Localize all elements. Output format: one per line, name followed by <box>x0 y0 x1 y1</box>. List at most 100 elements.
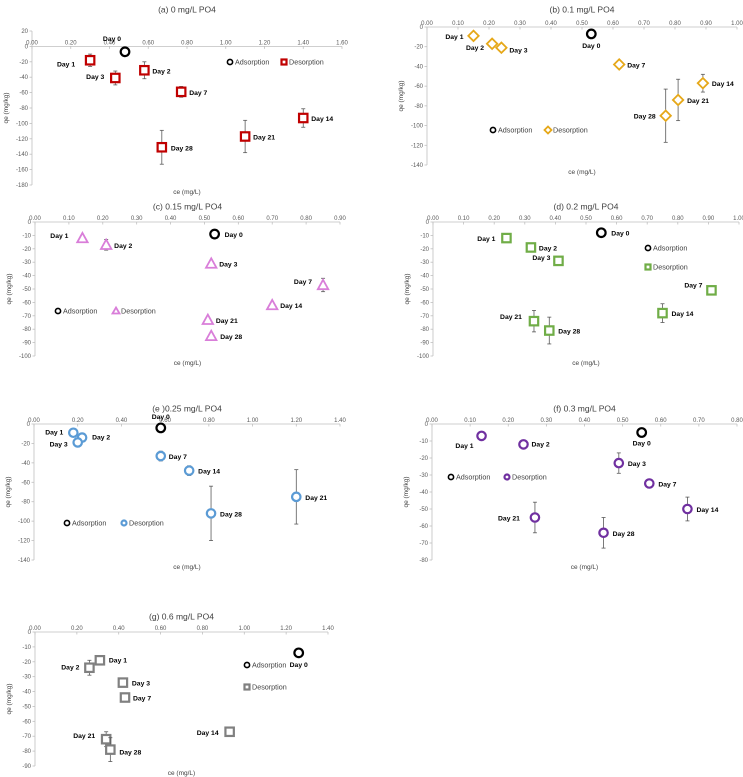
legend-adsorption-label: Adsorption <box>498 126 532 135</box>
desorption-point <box>119 692 131 703</box>
desorption-point <box>105 744 116 755</box>
legend-desorption-label: Desorption <box>121 307 156 316</box>
point-label: Day 28 <box>171 145 193 152</box>
legend-desorption-marker <box>543 125 553 135</box>
chart-title: (e )0.25 mg/L PO4 <box>152 403 222 413</box>
point-label: Day 2 <box>61 665 79 672</box>
y-tick-label: -100 <box>18 519 31 525</box>
y-tick-label: -160 <box>16 168 29 174</box>
x-tick-label: 0.50 <box>580 216 592 222</box>
y-tick-label: -120 <box>411 143 424 149</box>
legend-desorption-label: Desorption <box>252 683 287 692</box>
desorption-point <box>706 285 717 296</box>
desorption-point <box>290 491 302 503</box>
chart-panel-a: (a) 0 mg/L PO4 0.00 0.20 0.40 0.60 0.80 1.00 1.… <box>3 4 348 196</box>
x-tick-label: 0.50 <box>617 418 629 424</box>
desorption-point <box>476 430 487 442</box>
point-label: Day 3 <box>86 74 104 81</box>
x-tick-label: 0.80 <box>181 40 193 46</box>
x-tick-label: 0.70 <box>693 418 705 424</box>
y-tick-label: -120 <box>18 539 31 545</box>
x-tick-label: 0.30 <box>519 216 531 222</box>
point-label: Day 21 <box>498 516 520 523</box>
x-tick-label: 0.90 <box>334 216 346 222</box>
y-tick-label: 0 <box>425 422 429 428</box>
y-tick-label: -80 <box>21 500 30 506</box>
point-label: Day 2 <box>539 245 557 252</box>
legend-desorption-label: Desorption <box>129 519 164 528</box>
legend-adsorption-label: Adsorption <box>252 661 286 670</box>
chart-title: (f) 0.3 mg/L PO4 <box>553 403 616 413</box>
chart-panel-d: (d) 0.2 mg/L PO4 0.00 0.10 0.20 0.30 0.40 0.50… <box>404 201 743 367</box>
x-tick-label: 0.40 <box>550 216 562 222</box>
desorption-point <box>110 72 121 84</box>
y-tick-label: -30 <box>22 675 31 681</box>
x-tick-label: 1.60 <box>336 40 348 46</box>
point-label: Day 28 <box>634 114 656 121</box>
point-label: Day 0 <box>582 43 600 50</box>
legend-adsorption-label: Adsorption <box>653 244 687 253</box>
legend-adsorption-marker <box>63 519 71 527</box>
point-label: Day 7 <box>133 696 151 703</box>
desorption-point <box>543 325 555 336</box>
y-tick-label: -40 <box>22 274 31 280</box>
y-tick-label: 0 <box>25 44 29 50</box>
point-label: Day 0 <box>103 36 121 43</box>
point-label: Day 7 <box>684 282 702 289</box>
chart-panel-b: (b) 0.1 mg/L PO4 0.00 0.10 0.20 0.30 0.40 0.50… <box>398 4 743 176</box>
x-tick-label: 0.20 <box>71 626 83 632</box>
y-tick-label: -40 <box>419 490 428 496</box>
x-tick-label: 0.30 <box>514 21 526 27</box>
y-tick-label: -20 <box>420 247 429 253</box>
chart-title: (c) 0.15 mg/L PO4 <box>153 201 222 211</box>
adsorption-point <box>155 422 167 434</box>
desorption-point <box>682 503 693 515</box>
x-tick-label: 0.40 <box>104 40 116 46</box>
point-label: Day 14 <box>672 311 694 318</box>
x-tick-label: 0.70 <box>638 21 650 27</box>
point-label: Day 14 <box>198 469 220 476</box>
point-label: Day 21 <box>500 314 522 321</box>
x-tick-label: 0.80 <box>672 216 684 222</box>
x-tick-label: 0.90 <box>700 21 712 27</box>
desorption-point <box>671 93 685 107</box>
desorption-point <box>68 427 79 439</box>
y-tick-label: -10 <box>419 439 428 445</box>
x-tick-label: 0.20 <box>488 216 500 222</box>
x-tick-label: 0.30 <box>541 418 553 424</box>
adsorption-point <box>585 28 597 40</box>
chart-title: (g) 0.6 mg/L PO4 <box>149 611 214 621</box>
point-label: Day 21 <box>73 733 95 740</box>
desorption-point <box>84 662 95 674</box>
x-tick-label: 1.20 <box>280 626 292 632</box>
point-label: Day 1 <box>50 233 68 240</box>
point-label: Day 21 <box>687 98 709 105</box>
desorption-point <box>265 298 279 311</box>
x-tick-label: 0.20 <box>97 216 109 222</box>
desorption-point <box>297 112 309 124</box>
y-axis-title: qe (mg/kg) <box>6 683 13 714</box>
point-label: Day 0 <box>633 441 651 448</box>
x-tick-label: 0.10 <box>63 216 75 222</box>
y-tick-label: -50 <box>420 287 429 293</box>
point-label: Day 3 <box>50 441 68 448</box>
desorption-point <box>204 256 218 269</box>
x-tick-label: 1.40 <box>334 418 346 424</box>
x-axis-title: ce (mg/L) <box>572 360 599 367</box>
desorption-point <box>518 439 529 450</box>
legend-adsorption-marker <box>447 473 455 481</box>
y-tick-label: -30 <box>420 260 429 266</box>
x-tick-label: 1.00 <box>220 40 232 46</box>
x-tick-label: 0.40 <box>165 216 177 222</box>
point-label: Day 2 <box>92 435 110 442</box>
legend-desorption-label: Desorption <box>289 58 324 67</box>
desorption-point <box>156 141 168 153</box>
desorption-point <box>99 237 113 250</box>
y-tick-label: -20 <box>414 45 423 51</box>
point-label: Day 2 <box>532 441 550 448</box>
desorption-point <box>239 131 251 142</box>
x-tick-label: 1.00 <box>733 216 743 222</box>
y-tick-label: -60 <box>21 480 30 486</box>
y-tick-label: -80 <box>22 327 31 333</box>
desorption-point <box>494 41 508 55</box>
